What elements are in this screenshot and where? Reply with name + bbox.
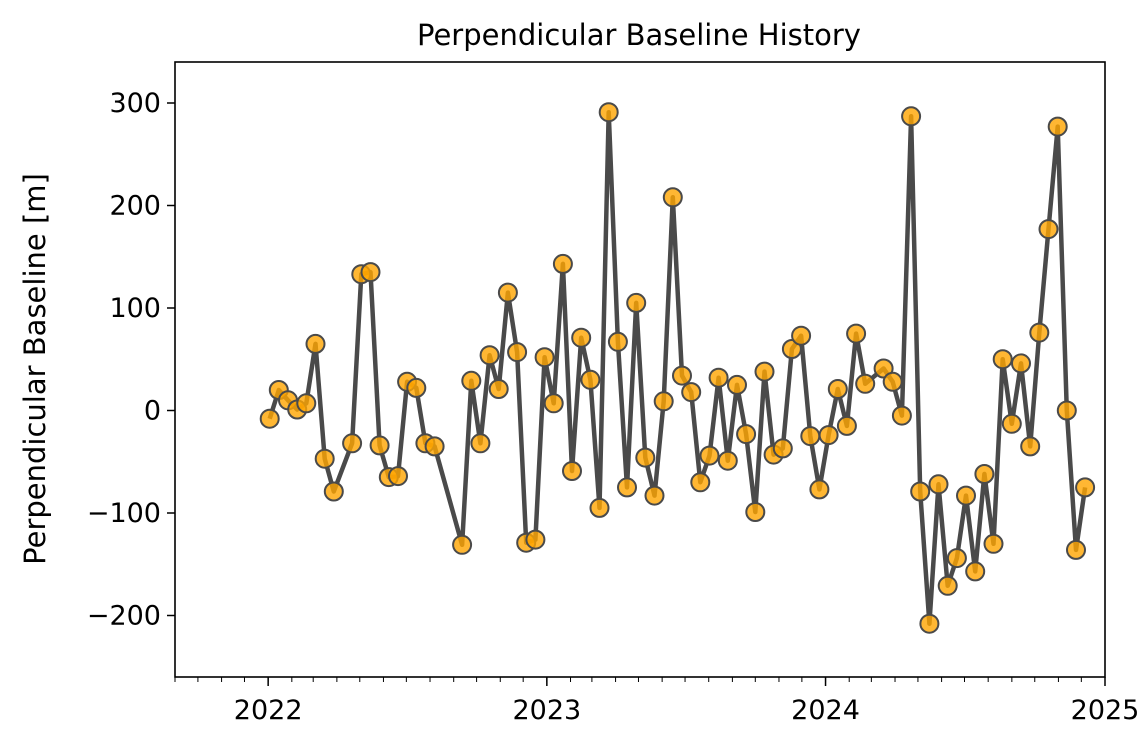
data-point (635, 447, 656, 468)
data-point (1047, 116, 1068, 137)
data-point (818, 425, 839, 446)
y-tick-label: −100 (87, 498, 161, 529)
x-tick-label: 2024 (791, 695, 860, 726)
data-point (699, 445, 720, 466)
data-point (736, 424, 757, 445)
data-point (672, 365, 692, 386)
data-point (891, 405, 912, 426)
data-point (1075, 477, 1096, 498)
data-point (580, 369, 601, 390)
data-point (1029, 322, 1050, 343)
x-tick-label: 2025 (1071, 695, 1140, 726)
ticks: −200 −100 0 100 200 300 2022 2023 2024 2025 (87, 88, 1140, 726)
data-point (369, 435, 390, 456)
data-point (323, 481, 344, 502)
data-point (470, 433, 491, 454)
data-point (965, 561, 986, 582)
data-point (882, 371, 903, 392)
data-point (855, 373, 876, 394)
data-point (717, 450, 738, 471)
data-point (488, 379, 509, 399)
data-point (607, 331, 628, 352)
data-point (589, 497, 610, 518)
data-point (1020, 436, 1041, 457)
x-tick-label: 2022 (234, 695, 303, 726)
data-point (956, 485, 976, 506)
data-point (424, 436, 445, 457)
data-point (653, 391, 674, 412)
data-point (342, 433, 363, 454)
data-point (479, 345, 500, 366)
data-point (827, 379, 848, 399)
data-point (1038, 219, 1059, 240)
plot-frame (174, 61, 1106, 678)
data-point (598, 102, 619, 123)
y-tick-label: 100 (109, 293, 161, 324)
data-point (846, 323, 867, 344)
data-point (928, 474, 949, 495)
data-point (525, 529, 546, 550)
data-point (809, 479, 830, 500)
markers (259, 102, 1096, 634)
chart-title: Perpendicular Baseline History (417, 18, 861, 52)
data-point (461, 370, 482, 391)
data-point (314, 448, 335, 469)
data-point (1011, 353, 1031, 374)
data-point (836, 415, 857, 436)
data-point (406, 377, 427, 398)
data-point (690, 472, 711, 493)
data-point (992, 349, 1013, 370)
data-point (791, 325, 812, 346)
x-tick-label: 2023 (512, 695, 581, 726)
data-point (910, 481, 931, 502)
data-point (644, 485, 665, 506)
data-point (360, 262, 381, 283)
y-axis-label: Perpendicular Baseline [m] (18, 173, 52, 565)
data-point (452, 534, 473, 555)
data-point (497, 282, 518, 303)
data-point (745, 502, 766, 522)
data-point (800, 426, 821, 447)
data-point (543, 393, 564, 414)
data-point (305, 333, 326, 354)
data-point (901, 106, 922, 127)
data-point (571, 327, 592, 348)
data-point (259, 408, 280, 429)
data-point (296, 393, 317, 414)
data-point (754, 361, 775, 382)
data-point (708, 367, 729, 388)
data-point (1056, 400, 1077, 421)
data-point (552, 253, 573, 274)
y-tick-label: 300 (109, 88, 161, 119)
data-point (772, 438, 793, 459)
data-point (1001, 413, 1022, 434)
data-point (388, 466, 408, 487)
data-point (1066, 539, 1086, 560)
data-point (727, 374, 747, 395)
data-point (662, 187, 683, 208)
data-point (937, 575, 958, 596)
data-point (617, 477, 637, 498)
data-point (919, 613, 940, 634)
data-point (681, 382, 702, 403)
y-tick-label: 0 (144, 396, 161, 427)
y-tick-label: −200 (87, 601, 161, 632)
data-point (534, 347, 555, 368)
data-point (562, 461, 582, 481)
data-point (974, 464, 995, 484)
data-point (946, 548, 967, 569)
data-point (507, 342, 528, 363)
data-point (626, 292, 647, 313)
y-tick-label: 200 (109, 191, 161, 222)
data-point (983, 533, 1004, 554)
